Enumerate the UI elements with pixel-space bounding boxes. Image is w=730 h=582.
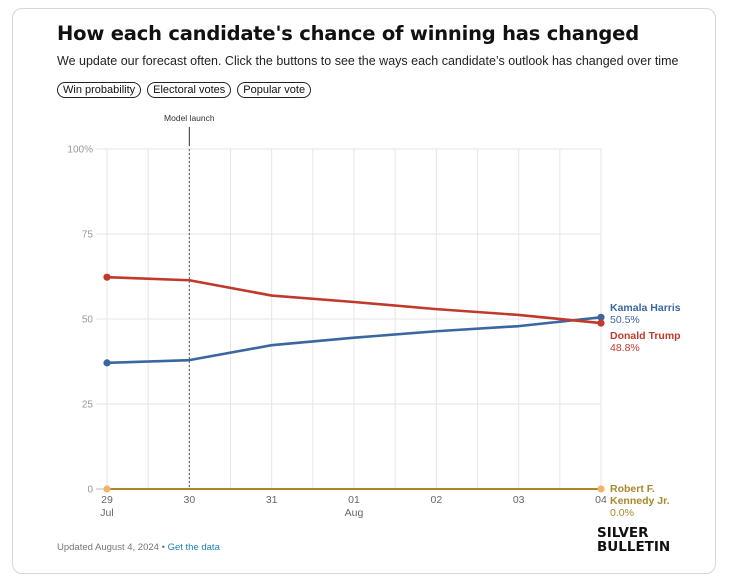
series-start-point-kennedy <box>103 485 111 493</box>
chart-subtitle: We update our forecast often. Click the … <box>57 54 679 68</box>
model-launch-label: Model launch <box>164 113 215 123</box>
y-tick-label: 50 <box>82 315 94 326</box>
popular-vote-button[interactable]: Popular vote <box>237 82 312 98</box>
metric-toggle: Win probability Electoral votes Popular … <box>57 82 312 98</box>
footer: Updated August 4, 2024 • Get the data <box>57 542 220 553</box>
series-label-trump: Donald Trump <box>610 330 681 342</box>
series-line-trump <box>105 275 603 325</box>
logo-line-2: BULLETIN <box>597 539 671 555</box>
y-tick-label: 100% <box>67 145 93 156</box>
x-tick-label: 29 <box>101 494 113 506</box>
series-value-label-trump: 48.8% <box>610 342 640 354</box>
series-label-kennedy: Kennedy Jr. <box>610 495 670 507</box>
series-end-point-trump <box>597 319 605 327</box>
x-tick-month-label: Aug <box>345 507 364 519</box>
silver-bulletin-logo: SILVER BULLETIN <box>597 526 670 554</box>
y-tick-label: 75 <box>82 230 94 241</box>
series-line-harris <box>105 315 603 365</box>
x-tick-label: 02 <box>430 494 442 506</box>
series-value-label-harris: 50.5% <box>610 314 640 326</box>
chart-card <box>12 8 716 574</box>
x-tick-label: 04 <box>595 494 607 506</box>
updated-text: Updated August 4, 2024 <box>57 542 159 553</box>
x-tick-label: 31 <box>266 494 278 506</box>
y-tick-label: 25 <box>82 400 94 411</box>
x-tick-label: 01 <box>348 494 360 506</box>
electoral-votes-button[interactable]: Electoral votes <box>147 82 232 98</box>
series-label-harris: Kamala Harris <box>610 302 681 314</box>
get-data-link[interactable]: Get the data <box>167 542 220 553</box>
series-label-kennedy: Robert F. <box>610 483 655 495</box>
series-start-point-harris <box>103 359 111 367</box>
footer-separator: • <box>161 542 165 553</box>
y-tick-label: 0 <box>87 485 93 496</box>
x-tick-month-label: Jul <box>100 507 113 519</box>
series-start-point-trump <box>103 273 111 281</box>
series-value-label-kennedy: 0.0% <box>610 507 634 519</box>
x-tick-label: 30 <box>183 494 195 506</box>
x-tick-label: 03 <box>513 494 525 506</box>
win-probability-button[interactable]: Win probability <box>57 82 142 98</box>
series-end-point-harris <box>597 313 605 321</box>
chart-title: How each candidate's chance of winning h… <box>57 22 639 45</box>
logo-line-1: SILVER <box>597 525 649 541</box>
series-end-point-kennedy <box>597 485 605 493</box>
